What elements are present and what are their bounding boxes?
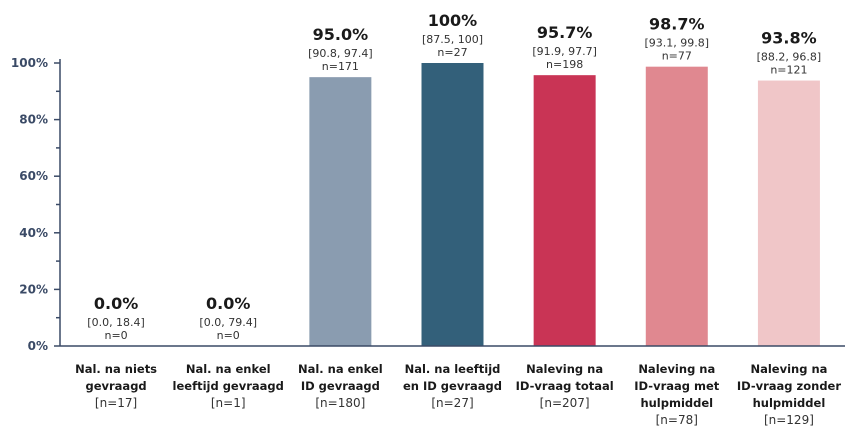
ci-label: [0.0, 18.4] <box>87 316 145 329</box>
y-tick-label: 60% <box>19 169 48 183</box>
category-label: en ID gevraagd <box>403 379 502 393</box>
category-label: ID gevraagd <box>301 379 380 393</box>
y-tick-label: 0% <box>28 339 48 353</box>
category-label: ID-vraag totaal <box>516 379 614 393</box>
bars <box>309 63 820 347</box>
category-label: Naleving na <box>750 362 827 376</box>
category-label: ID-vraag zonder <box>737 379 842 393</box>
value-label: 98.7% <box>649 15 705 34</box>
category-n-label: [n=17] <box>95 396 137 410</box>
ci-label: [0.0, 79.4] <box>199 316 257 329</box>
value-label: 93.8% <box>761 29 817 48</box>
bar <box>421 63 484 346</box>
category-n-label: [n=27] <box>431 396 473 410</box>
category-label: Nal. na enkel <box>186 362 271 376</box>
y-tick-label: 100% <box>11 56 48 70</box>
category-n-label: [n=78] <box>656 413 698 427</box>
ci-label: [88.2, 96.8] <box>757 51 822 64</box>
value-label: 0.0% <box>206 294 250 313</box>
value-label: 95.0% <box>313 25 369 44</box>
category-label: Nal. na niets <box>75 362 157 376</box>
value-label: 0.0% <box>94 294 138 313</box>
category-label: hulpmiddel <box>753 396 826 410</box>
ci-label: [91.9, 97.7] <box>532 45 597 58</box>
y-axis: 0% 20% 40% 60% 80% 100% <box>11 56 61 353</box>
category-label: Naleving na <box>526 362 603 376</box>
category-label: Naleving na <box>638 362 715 376</box>
category-label: gevraagd <box>85 379 146 393</box>
y-tick-label: 20% <box>19 282 48 296</box>
category-n-label: [n=129] <box>764 413 814 427</box>
n-label: n=0 <box>104 329 127 342</box>
n-label: n=0 <box>217 329 240 342</box>
n-label: n=171 <box>322 60 359 73</box>
value-labels: 0.0%[0.0, 18.4]n=00.0%[0.0, 79.4]n=095.0… <box>87 11 821 342</box>
bar <box>309 77 372 347</box>
ci-label: [90.8, 97.4] <box>308 47 373 60</box>
bar <box>645 66 708 346</box>
bar <box>533 75 596 346</box>
category-label: hulpmiddel <box>640 396 713 410</box>
category-n-label: [n=1] <box>211 396 246 410</box>
n-label: n=77 <box>662 50 692 63</box>
bar <box>757 80 820 347</box>
n-label: n=27 <box>437 46 467 59</box>
category-label: Nal. na leeftijd <box>405 362 501 376</box>
category-label: Nal. na enkel <box>298 362 383 376</box>
value-label: 100% <box>428 11 477 30</box>
y-tick-label: 40% <box>19 226 48 240</box>
ci-label: [93.1, 99.8] <box>645 37 710 50</box>
n-label: n=121 <box>770 64 807 77</box>
category-n-label: [n=207] <box>540 396 590 410</box>
category-n-label: [n=180] <box>315 396 365 410</box>
ci-label: [87.5, 100] <box>422 33 483 46</box>
y-tick-label: 80% <box>19 113 48 127</box>
category-label: ID-vraag met <box>634 379 720 393</box>
value-label: 95.7% <box>537 23 593 42</box>
category-label: leeftijd gevraagd <box>173 379 284 393</box>
n-label: n=198 <box>546 58 583 71</box>
x-axis: Nal. na niets gevraagd [n=17] Nal. na enkel… <box>60 345 845 427</box>
